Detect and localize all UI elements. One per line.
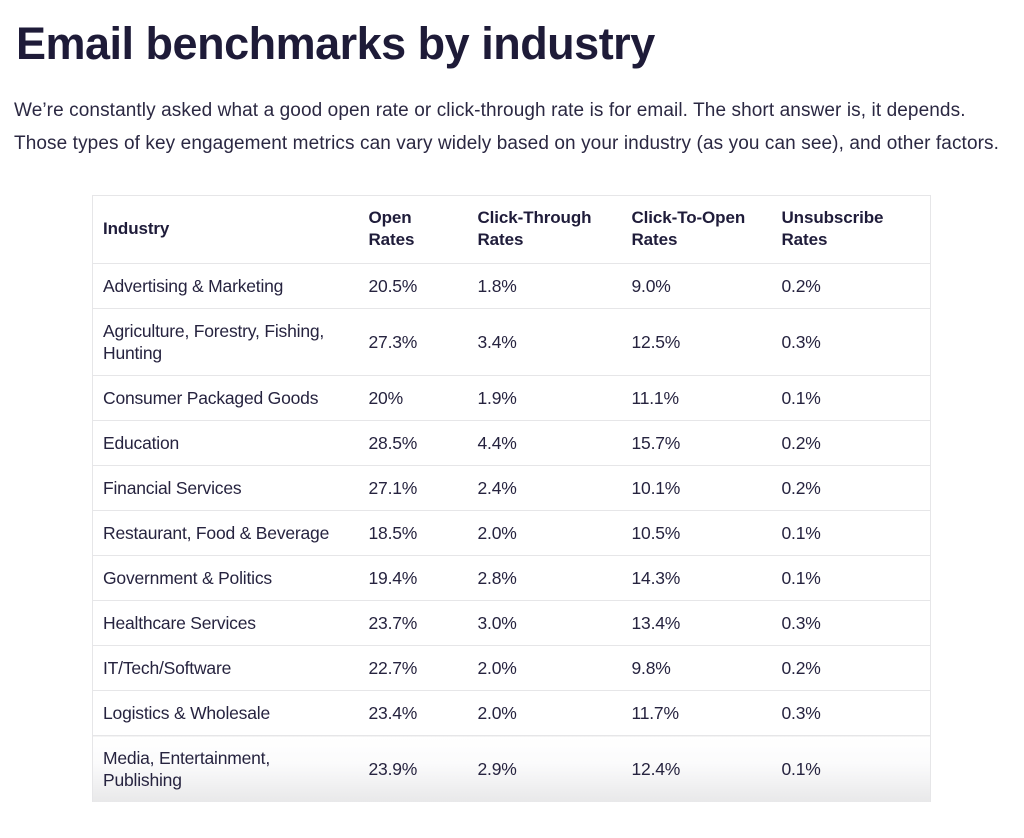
column-header-click-through-rates: Click-Through Rates [467,195,622,264]
column-header-unsubscribe-rates: Unsubscribe Rates [771,195,931,264]
industry-cell: Consumer Packaged Goods [92,375,359,421]
click-to-open-rates-cell: 10.5% [621,510,772,556]
click-through-rates-cell: 1.8% [467,263,622,309]
click-through-rates-cell: 2.4% [467,465,622,511]
industry-cell: Restaurant, Food & Beverage [92,510,359,556]
unsubscribe-rates-cell: 0.3% [771,690,931,736]
table-row: Advertising & Marketing 20.5% 1.8% 9.0% 0.2% [92,263,931,309]
click-through-rates-cell: 2.0% [467,690,622,736]
click-to-open-rates-cell: 12.5% [621,308,772,376]
click-to-open-rates-cell: 10.1% [621,465,772,511]
table-row: Financial Services 27.1% 2.4% 10.1% 0.2% [92,465,931,511]
open-rates-cell: 18.5% [358,510,468,556]
open-rates-cell: 22.7% [358,645,468,691]
open-rates-cell: 28.5% [358,420,468,466]
table-header-row: Industry Open Rates Click-Through Rates … [92,195,931,264]
click-through-rates-cell: 1.9% [467,375,622,421]
unsubscribe-rates-cell: 0.3% [771,600,931,646]
click-through-rates-cell: 2.0% [467,510,622,556]
unsubscribe-rates-cell: 0.2% [771,465,931,511]
table-row: Healthcare Services 23.7% 3.0% 13.4% 0.3% [92,600,931,646]
column-header-open-rates: Open Rates [358,195,468,264]
unsubscribe-rates-cell: 0.1% [771,375,931,421]
unsubscribe-rates-cell: 0.2% [771,420,931,466]
click-through-rates-cell: 2.8% [467,555,622,601]
industry-cell: Government & Politics [92,555,359,601]
open-rates-cell: 27.1% [358,465,468,511]
click-through-rates-cell: 2.0% [467,645,622,691]
open-rates-cell: 19.4% [358,555,468,601]
open-rates-cell: 23.9% [358,735,468,802]
table-row: Logistics & Wholesale 23.4% 2.0% 11.7% 0.3% [92,690,931,736]
open-rates-cell: 23.4% [358,690,468,736]
intro-paragraph: We’re constantly asked what a good open … [14,100,1000,154]
click-to-open-rates-cell: 14.3% [621,555,772,601]
page-title: Email benchmarks by industry [16,18,655,69]
unsubscribe-rates-cell: 0.3% [771,308,931,376]
industry-cell: Healthcare Services [92,600,359,646]
table-row: IT/Tech/Software 22.7% 2.0% 9.8% 0.2% [92,645,931,691]
industry-cell: Financial Services [92,465,359,511]
click-to-open-rates-cell: 11.7% [621,690,772,736]
industry-cell: Media, Entertainment, Publishing [92,735,359,802]
industry-cell: Agriculture, Forestry, Fishing, Hunting [92,308,359,376]
open-rates-cell: 23.7% [358,600,468,646]
article-content: Email benchmarks by industry We’re const… [0,17,1024,802]
column-header-industry: Industry [92,195,359,264]
unsubscribe-rates-cell: 0.1% [771,735,931,802]
click-through-rates-cell: 3.0% [467,600,622,646]
table-row: Restaurant, Food & Beverage 18.5% 2.0% 10.5… [92,510,931,556]
click-to-open-rates-cell: 15.7% [621,420,772,466]
open-rates-cell: 27.3% [358,308,468,376]
unsubscribe-rates-cell: 0.1% [771,555,931,601]
unsubscribe-rates-cell: 0.2% [771,263,931,309]
open-rates-cell: 20% [358,375,468,421]
email-benchmarks-table: Industry Open Rates Click-Through Rates … [92,195,931,802]
industry-cell: Advertising & Marketing [92,263,359,309]
click-to-open-rates-cell: 9.0% [621,263,772,309]
table-row: Agriculture, Forestry, Fishing, Hunting 2… [92,308,931,376]
table-body: Advertising & Marketing 20.5% 1.8% 9.0% 0.2%… [92,263,931,802]
industry-cell: Education [92,420,359,466]
unsubscribe-rates-cell: 0.1% [771,510,931,556]
table-row: Media, Entertainment, Publishing 23.9% 2.9… [92,735,931,802]
click-to-open-rates-cell: 9.8% [621,645,772,691]
click-through-rates-cell: 3.4% [467,308,622,376]
unsubscribe-rates-cell: 0.2% [771,645,931,691]
click-to-open-rates-cell: 13.4% [621,600,772,646]
open-rates-cell: 20.5% [358,263,468,309]
table-row: Education 28.5% 4.4% 15.7% 0.2% [92,420,931,466]
industry-cell: Logistics & Wholesale [92,690,359,736]
table-row: Government & Politics 19.4% 2.8% 14.3% 0.1% [92,555,931,601]
click-to-open-rates-cell: 12.4% [621,735,772,802]
industry-cell: IT/Tech/Software [92,645,359,691]
click-through-rates-cell: 4.4% [467,420,622,466]
column-header-click-to-open-rates: Click-To-Open Rates [621,195,772,264]
click-through-rates-cell: 2.9% [467,735,622,802]
table-row: Consumer Packaged Goods 20% 1.9% 11.1% 0.1% [92,375,931,421]
click-to-open-rates-cell: 11.1% [621,375,772,421]
